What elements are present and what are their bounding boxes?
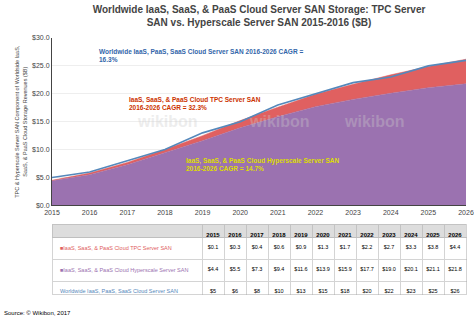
svg-text:Worldwide IaaS, PaaS, SaaS Clo: Worldwide IaaS, PaaS, SaaS Cloud Server … [60,288,178,294]
svg-text:$20.0: $20.0 [32,90,50,97]
svg-text:$1.3: $1.3 [318,244,329,250]
svg-text:wikibon: wikibon [249,113,310,130]
svg-text:$10: $10 [274,288,283,294]
svg-text:$17.7: $17.7 [360,266,374,272]
svg-text:2020: 2020 [316,232,330,238]
svg-text:$26: $26 [450,288,459,294]
svg-text:$0.3: $0.3 [230,244,241,250]
svg-text:2023: 2023 [345,209,361,216]
svg-text:2024: 2024 [383,209,399,216]
svg-text:2022: 2022 [360,232,374,238]
svg-text:IaaS, SaaS, & PaaS Cloud TPC S: IaaS, SaaS, & PaaS Cloud TPC Server SAN2… [129,96,261,111]
svg-text:$20.1: $20.1 [404,266,418,272]
svg-text:2020: 2020 [232,209,248,216]
svg-text:2021: 2021 [270,209,286,216]
svg-text:$5: $5 [210,288,216,294]
svg-text:2019: 2019 [195,209,211,216]
svg-text:$5.0: $5.0 [36,174,50,181]
svg-text:$4.4: $4.4 [208,266,219,272]
svg-text:2019: 2019 [294,232,308,238]
svg-text:$10.0: $10.0 [32,146,50,153]
svg-text:2017: 2017 [250,232,264,238]
svg-text:2015: 2015 [206,232,220,238]
svg-text:■IaaS, SaaS, & PaaS Cloud Hype: ■IaaS, SaaS, & PaaS Cloud Hyperscale Ser… [60,267,188,273]
svg-text:Worldwide IaaS, SaaS, & PaaS C: Worldwide IaaS, SaaS, & PaaS Cloud Serve… [93,4,426,28]
svg-text:$21.1: $21.1 [426,266,440,272]
svg-text:$22: $22 [384,288,393,294]
svg-text:$0.9: $0.9 [296,244,307,250]
svg-text:$0.1: $0.1 [208,244,219,250]
svg-text:TPC & Hyperscale Server SAN Co: TPC & Hyperscale Server SAN Component of… [14,45,27,198]
svg-text:Worldwide IaaS, PaaS, SaaS Clo: Worldwide IaaS, PaaS, SaaS Cloud Server … [99,48,303,63]
svg-text:$2.7: $2.7 [384,244,395,250]
svg-text:wikibon: wikibon [344,113,405,130]
svg-text:$13.9: $13.9 [316,266,330,272]
svg-text:$3.8: $3.8 [428,244,439,250]
svg-text:$25: $25 [428,288,437,294]
svg-text:2016: 2016 [82,209,98,216]
svg-text:2026: 2026 [448,232,462,238]
svg-text:$0.6: $0.6 [274,244,285,250]
svg-text:$15.0: $15.0 [32,118,50,125]
svg-text:$1.7: $1.7 [340,244,351,250]
svg-text:2016: 2016 [228,232,242,238]
svg-text:$3.3: $3.3 [406,244,417,250]
svg-text:IaaS, SaaS, & PaaS Cloud Hyper: IaaS, SaaS, & PaaS Cloud Hyperscale Serv… [186,157,339,172]
svg-text:$20: $20 [362,288,371,294]
svg-text:$11.6: $11.6 [294,266,307,272]
svg-text:$0.0: $0.0 [36,202,50,209]
svg-text:$30.0: $30.0 [32,34,50,41]
svg-text:2023: 2023 [382,232,396,238]
svg-text:wikibon: wikibon [137,113,198,130]
svg-text:$18: $18 [340,288,349,294]
svg-text:2021: 2021 [338,232,352,238]
svg-text:2026: 2026 [458,209,474,216]
svg-text:2025: 2025 [426,232,440,238]
svg-text:$15: $15 [318,288,327,294]
svg-text:2022: 2022 [308,209,324,216]
svg-text:2018: 2018 [157,209,173,216]
svg-text:$0.4: $0.4 [252,244,263,250]
svg-text:■IaaS, SaaS, & PaaS Cloud TPC: ■IaaS, SaaS, & PaaS Cloud TPC Server SAN [60,245,172,251]
svg-text:Source: © Wikibon, 2017: Source: © Wikibon, 2017 [4,310,71,316]
svg-text:$5.5: $5.5 [230,266,241,272]
svg-text:2015: 2015 [44,209,60,216]
svg-text:$13: $13 [296,288,305,294]
svg-text:2025: 2025 [421,209,437,216]
svg-text:$4.4: $4.4 [450,244,461,250]
svg-text:$25.0: $25.0 [32,62,50,69]
svg-text:$9.4: $9.4 [274,266,285,272]
svg-text:$21.8: $21.8 [448,266,462,272]
svg-text:$6: $6 [232,288,238,294]
svg-text:$15.9: $15.9 [338,266,352,272]
svg-text:2024: 2024 [404,232,418,238]
svg-text:2018: 2018 [272,232,286,238]
svg-text:$19.0: $19.0 [382,266,396,272]
svg-text:$8: $8 [254,288,260,294]
svg-text:$7.3: $7.3 [252,266,263,272]
svg-text:$2.2: $2.2 [362,244,373,250]
svg-text:2017: 2017 [119,209,135,216]
svg-text:$23: $23 [406,288,415,294]
